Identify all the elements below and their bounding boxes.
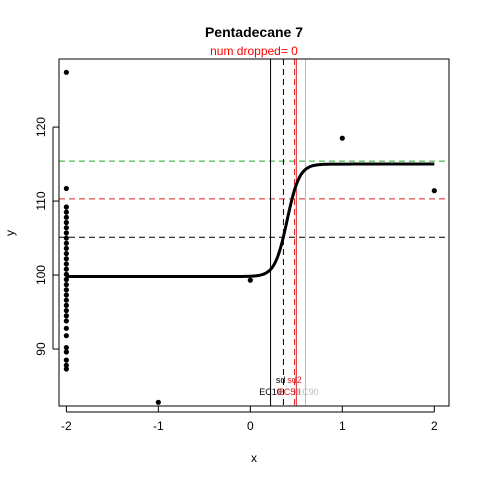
data-point <box>63 282 69 288</box>
data-point <box>63 219 69 226</box>
data-point <box>63 185 69 192</box>
data-point <box>63 209 69 215</box>
data-point <box>63 225 69 231</box>
data-point <box>63 357 69 363</box>
data-point <box>63 256 69 262</box>
data-point <box>63 362 69 368</box>
x-tick-label: 1 <box>339 419 346 433</box>
vline-label: sd <box>276 375 286 385</box>
data-point <box>63 292 69 298</box>
vline-label: EC50 <box>278 387 301 397</box>
data-point <box>63 366 69 372</box>
data-point <box>63 333 69 339</box>
vline-label: EC10 <box>259 387 282 397</box>
data-point <box>63 266 69 272</box>
chart-subtitle: num dropped= 0 <box>210 44 298 58</box>
fit-curve <box>66 162 435 279</box>
data-point <box>63 230 69 236</box>
y-tick-label: 110 <box>34 191 48 210</box>
chart-title: Pentadecane 7 <box>205 24 303 40</box>
data-point <box>63 204 69 210</box>
data-point <box>63 214 69 220</box>
data-point <box>63 302 69 308</box>
data-point <box>63 307 69 314</box>
y-tick-label: 120 <box>34 117 48 137</box>
data-point <box>63 245 69 252</box>
data-point <box>431 188 437 194</box>
plot-frame <box>58 58 450 407</box>
data-point <box>63 240 69 246</box>
vline-label: EC90 <box>296 387 319 397</box>
data-point <box>63 250 69 257</box>
data-point <box>63 276 69 283</box>
axes: -2 -1 0 1 2 90 100 110 120 <box>34 117 438 433</box>
data-point <box>63 235 69 241</box>
data-point <box>63 69 69 75</box>
data-point <box>63 349 69 355</box>
vline-label: sd2 <box>287 375 302 385</box>
data-point <box>63 313 69 319</box>
x-tick-label: -1 <box>153 419 164 433</box>
x-tick-label: -2 <box>61 419 72 433</box>
data-point <box>63 297 69 303</box>
data-point <box>63 271 69 277</box>
y-axis-label: y <box>3 230 17 236</box>
x-axis-label: x <box>251 451 257 465</box>
data-point <box>63 287 69 293</box>
data-point <box>63 261 69 267</box>
x-tick-label: 2 <box>431 419 438 433</box>
data-point <box>247 277 253 283</box>
data-point <box>155 399 161 405</box>
data-point <box>63 344 69 351</box>
data-point <box>339 135 345 141</box>
data-point <box>63 318 69 324</box>
x-tick-label: 0 <box>247 419 254 433</box>
y-tick-label: 100 <box>34 265 48 285</box>
data-point <box>63 325 69 331</box>
y-tick-label: 90 <box>34 342 48 356</box>
